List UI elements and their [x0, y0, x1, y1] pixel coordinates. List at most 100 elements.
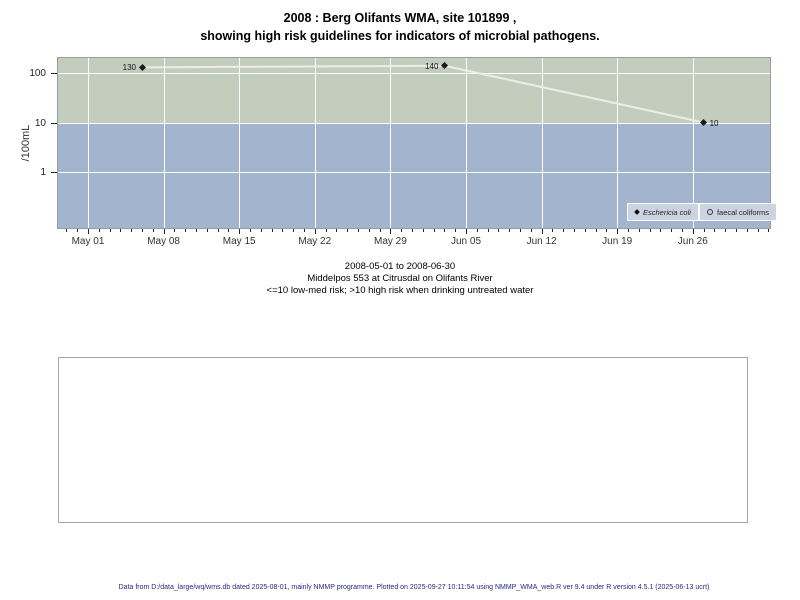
caption-site-description: Middelpos 553 at Citrusdal on Olifants R… — [307, 273, 493, 284]
x-gridline — [390, 58, 392, 228]
y-tick-label: 100 — [29, 68, 46, 79]
x-axis-tick — [584, 229, 586, 232]
x-axis-tick — [325, 229, 327, 232]
x-tick-label: Jun 19 — [602, 236, 633, 247]
x-tick-label: May 15 — [222, 236, 256, 247]
y-tick-label: 1 — [40, 167, 46, 178]
x-axis-tick — [682, 229, 683, 232]
x-tick-label: Jun 26 — [677, 236, 708, 247]
x-axis-tick — [530, 229, 532, 232]
x-axis-tick — [649, 229, 651, 232]
x-axis-tick — [390, 229, 392, 234]
x-axis-tick — [671, 229, 673, 232]
x-gridline — [541, 58, 543, 228]
x-axis-tick — [347, 229, 349, 232]
x-axis-tick — [757, 229, 759, 232]
x-axis-tick — [304, 229, 305, 232]
x-axis-tick — [250, 229, 251, 232]
y-gridline — [58, 122, 770, 124]
x-tick-label: Jun 12 — [526, 236, 557, 247]
x-gridline — [466, 58, 467, 228]
x-axis-tick — [260, 229, 262, 232]
y-axis-tick — [51, 122, 57, 124]
x-gridline — [314, 58, 316, 228]
chart-title-line1: 2008 : Berg Olifants WMA, site 101899 , — [283, 11, 517, 25]
data-point-label: 10 — [709, 118, 719, 128]
x-axis-tick — [714, 229, 716, 232]
x-gridline — [692, 58, 694, 228]
x-axis-tick — [368, 229, 370, 232]
legend: Eschericia coli faecal coliforms — [627, 203, 778, 221]
data-point-label: 140 — [425, 61, 439, 71]
y-axis-tick — [51, 73, 57, 74]
x-axis-tick — [736, 229, 737, 232]
x-axis-tick — [401, 229, 403, 232]
legend-label-faecal-coliforms: faecal coliforms — [716, 207, 770, 217]
x-axis-tick — [217, 229, 219, 232]
x-axis-tick — [455, 229, 457, 232]
y-gridline — [58, 172, 770, 173]
x-axis-tick — [185, 229, 187, 232]
x-axis-tick — [638, 229, 640, 232]
x-axis-tick — [703, 229, 705, 232]
caption-risk-guideline: <=10 low-med risk; >10 high risk when dr… — [266, 285, 534, 296]
x-axis-tick — [66, 229, 68, 232]
y-axis-tick — [51, 172, 57, 173]
x-axis-tick — [595, 229, 597, 232]
empty-panel — [58, 357, 748, 523]
x-axis-tick — [520, 229, 521, 232]
x-axis-tick — [692, 229, 694, 234]
x-axis-tick — [163, 229, 165, 234]
chart-title: 2008 : Berg Olifants WMA, site 101899 , … — [0, 9, 800, 45]
legend-item-ecoli: Eschericia coli — [627, 203, 699, 221]
x-axis-tick — [628, 229, 629, 232]
x-axis-tick — [422, 229, 424, 232]
filled-diamond-marker-icon — [634, 209, 640, 215]
x-axis-tick — [444, 229, 446, 232]
x-axis-tick — [563, 229, 565, 232]
y-gridline — [58, 73, 770, 74]
x-axis-tick — [487, 229, 489, 232]
x-axis-tick — [109, 229, 111, 232]
y-tick-label: 10 — [34, 117, 46, 129]
plot-area: 130 140 10 — [58, 58, 770, 228]
legend-label-ecoli: Eschericia coli — [643, 207, 691, 217]
x-axis-tick — [552, 229, 554, 232]
x-axis-tick — [239, 229, 241, 234]
x-axis-tick — [336, 229, 338, 232]
x-gridline — [163, 58, 165, 228]
data-point-label: 130 — [122, 63, 136, 73]
x-axis-tick — [725, 229, 727, 232]
x-axis-tick — [498, 229, 500, 232]
x-axis-tick — [314, 229, 316, 234]
x-tick-label: Jun 05 — [450, 236, 482, 247]
x-axis-tick — [228, 229, 230, 232]
x-tick-label: May 08 — [147, 236, 180, 247]
x-axis-tick — [660, 229, 662, 232]
x-tick-label: May 29 — [373, 236, 407, 247]
x-axis-tick — [509, 229, 511, 232]
x-axis-tick — [174, 229, 176, 232]
x-axis-tick — [282, 229, 284, 232]
x-gridline — [88, 58, 89, 228]
x-axis-tick — [271, 229, 273, 232]
caption-date-range: 2008-05-01 to 2008-06-30 — [344, 261, 456, 272]
x-gridline — [239, 58, 241, 228]
x-tick-label: May 22 — [298, 236, 332, 247]
x-axis-tick — [120, 229, 122, 232]
x-axis-tick — [768, 229, 770, 232]
x-axis-tick — [466, 229, 467, 234]
x-axis-tick — [131, 229, 133, 232]
chart-title-line2: showing high risk guidelines for indicat… — [200, 29, 600, 43]
x-axis-tick — [617, 229, 619, 234]
x-axis-tick — [606, 229, 608, 232]
x-axis-tick — [574, 229, 575, 232]
x-axis-tick — [433, 229, 435, 232]
x-gridline — [617, 58, 619, 228]
x-axis-tick — [196, 229, 197, 232]
x-axis-tick — [293, 229, 295, 232]
open-circle-marker-icon — [706, 209, 713, 215]
x-axis-tick — [476, 229, 478, 232]
x-axis-tick — [206, 229, 208, 232]
